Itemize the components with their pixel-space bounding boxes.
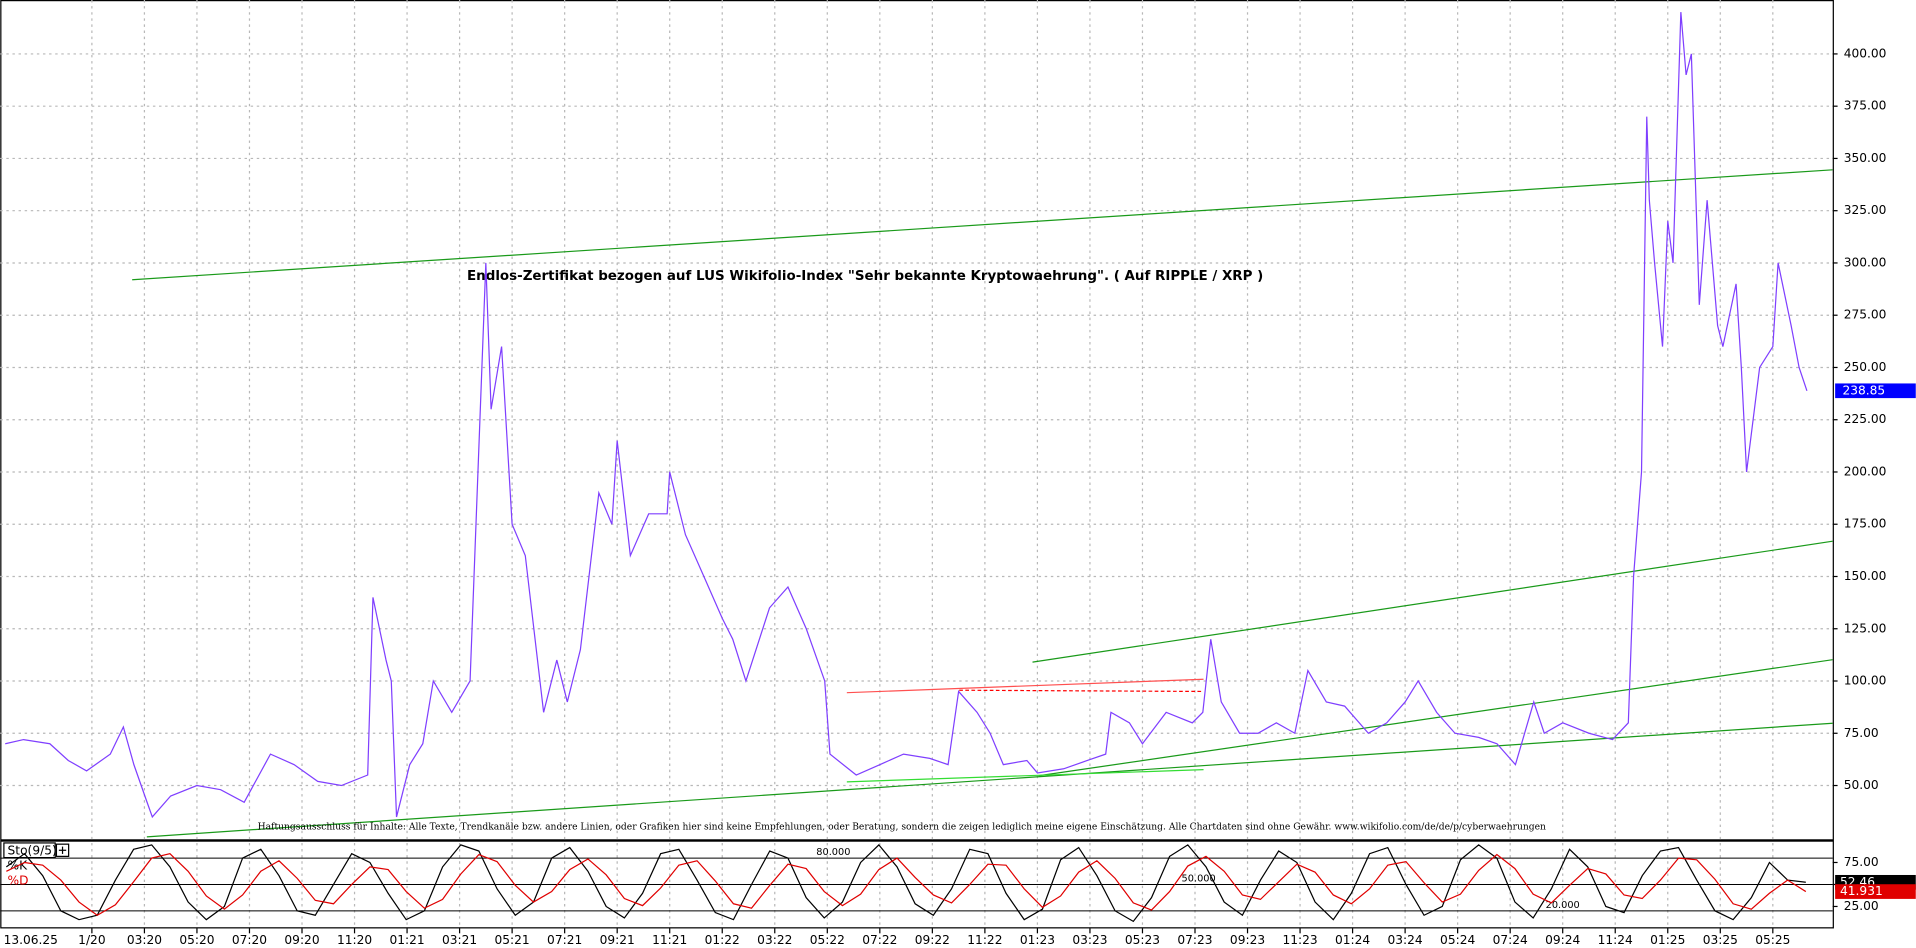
y-tick-label: 400.00 [1844, 46, 1887, 60]
y-tick-label: 275.00 [1844, 308, 1887, 322]
level-label: 20.000 [1546, 900, 1580, 911]
trend-line [1038, 659, 1833, 777]
x-tick-label: 07:24 [1493, 933, 1528, 947]
y-tick-label: 75.00 [1844, 855, 1879, 869]
indicator-title: Sto(9/5) [8, 843, 57, 857]
trend-line [132, 169, 1833, 281]
x-tick-label: 11:22 [967, 933, 1002, 947]
y-tick-label: 150.00 [1844, 569, 1887, 583]
last-price-box [1835, 383, 1916, 399]
x-tick-label: 01:21 [389, 933, 424, 947]
x-tick-label: 05:22 [810, 933, 845, 947]
trend-lines [132, 169, 1833, 838]
level-label: 80.000 [816, 847, 850, 858]
y-tick-label: 125.00 [1844, 621, 1887, 635]
x-tick-label: 01:23 [1020, 933, 1055, 947]
trend-line [146, 722, 1833, 838]
x-tick-label: 03:21 [442, 933, 477, 947]
trend-line [959, 689, 1204, 693]
x-tick-label: 07:22 [862, 933, 897, 947]
x-tick-label: 09:22 [915, 933, 950, 947]
price-line [5, 12, 1808, 819]
x-tick-label: 03:22 [757, 933, 792, 947]
x-tick-label: 09:23 [1230, 933, 1265, 947]
x-tick-label: 03:20 [127, 933, 162, 947]
stochastic-line [6, 853, 1807, 916]
x-tick-label: 05:23 [1125, 933, 1160, 947]
last-price-label: 238.85 [1842, 383, 1885, 397]
x-tick-label: 09:20 [284, 933, 319, 947]
trend-line [846, 769, 1204, 783]
y-tick-label: 75.00 [1844, 726, 1879, 740]
x-tick-label: 09:21 [600, 933, 635, 947]
disclaimer: Haftungsausschluss für Inhalte: Alle Tex… [258, 822, 1546, 833]
y-tick-label: 375.00 [1844, 99, 1887, 113]
x-tick-label: 05:25 [1755, 933, 1790, 947]
x-tick-label: 11:23 [1282, 933, 1317, 947]
y-tick-label: 175.00 [1844, 517, 1887, 531]
y-tick-label: 25.00 [1844, 899, 1879, 913]
x-tick-label: 05:24 [1440, 933, 1475, 947]
chart-title: Endlos-Zertifikat bezogen auf LUS Wikifo… [467, 269, 1263, 284]
y-tick-label: 200.00 [1844, 464, 1887, 478]
x-tick-label: 07:21 [547, 933, 582, 947]
x-tick-label: 07:20 [232, 933, 267, 947]
y-tick-label: 325.00 [1844, 203, 1887, 217]
date-label: 13.06.25 [4, 933, 58, 947]
x-tick-label: 05:21 [495, 933, 530, 947]
x-tick-label: 03:25 [1703, 933, 1738, 947]
x-tick-label: 03:23 [1072, 933, 1107, 947]
trend-line [846, 678, 1204, 694]
trend-line [1032, 540, 1833, 663]
x-tick-label: 09:24 [1545, 933, 1580, 947]
last-value-box [1835, 884, 1916, 899]
x-tick-label: 11:21 [652, 933, 687, 947]
y-tick-label: 100.00 [1844, 674, 1887, 688]
last-value-label: 41.931 [1840, 884, 1883, 898]
x-tick-label: 03:24 [1388, 933, 1423, 947]
y-tick-label: 300.00 [1844, 255, 1887, 269]
x-tick-label: 1/20 [78, 933, 105, 947]
y-tick-label: 350.00 [1844, 151, 1887, 165]
x-tick-label: 11:24 [1598, 933, 1633, 947]
x-tick-label: 01:22 [705, 933, 740, 947]
level-label: 50.000 [1182, 873, 1216, 884]
legend-entry: %D [8, 873, 29, 887]
x-tick-label: 01:25 [1650, 933, 1685, 947]
y-tick-label: 50.00 [1844, 778, 1879, 792]
y-tick-label: 225.00 [1844, 412, 1887, 426]
x-tick-label: 05:20 [179, 933, 214, 947]
y-tick-label: 250.00 [1844, 360, 1887, 374]
stochastic-line [5, 843, 1806, 923]
x-tick-label: 01:24 [1335, 933, 1370, 947]
x-tick-label: 11:20 [337, 933, 372, 947]
x-tick-label: 07:23 [1177, 933, 1212, 947]
